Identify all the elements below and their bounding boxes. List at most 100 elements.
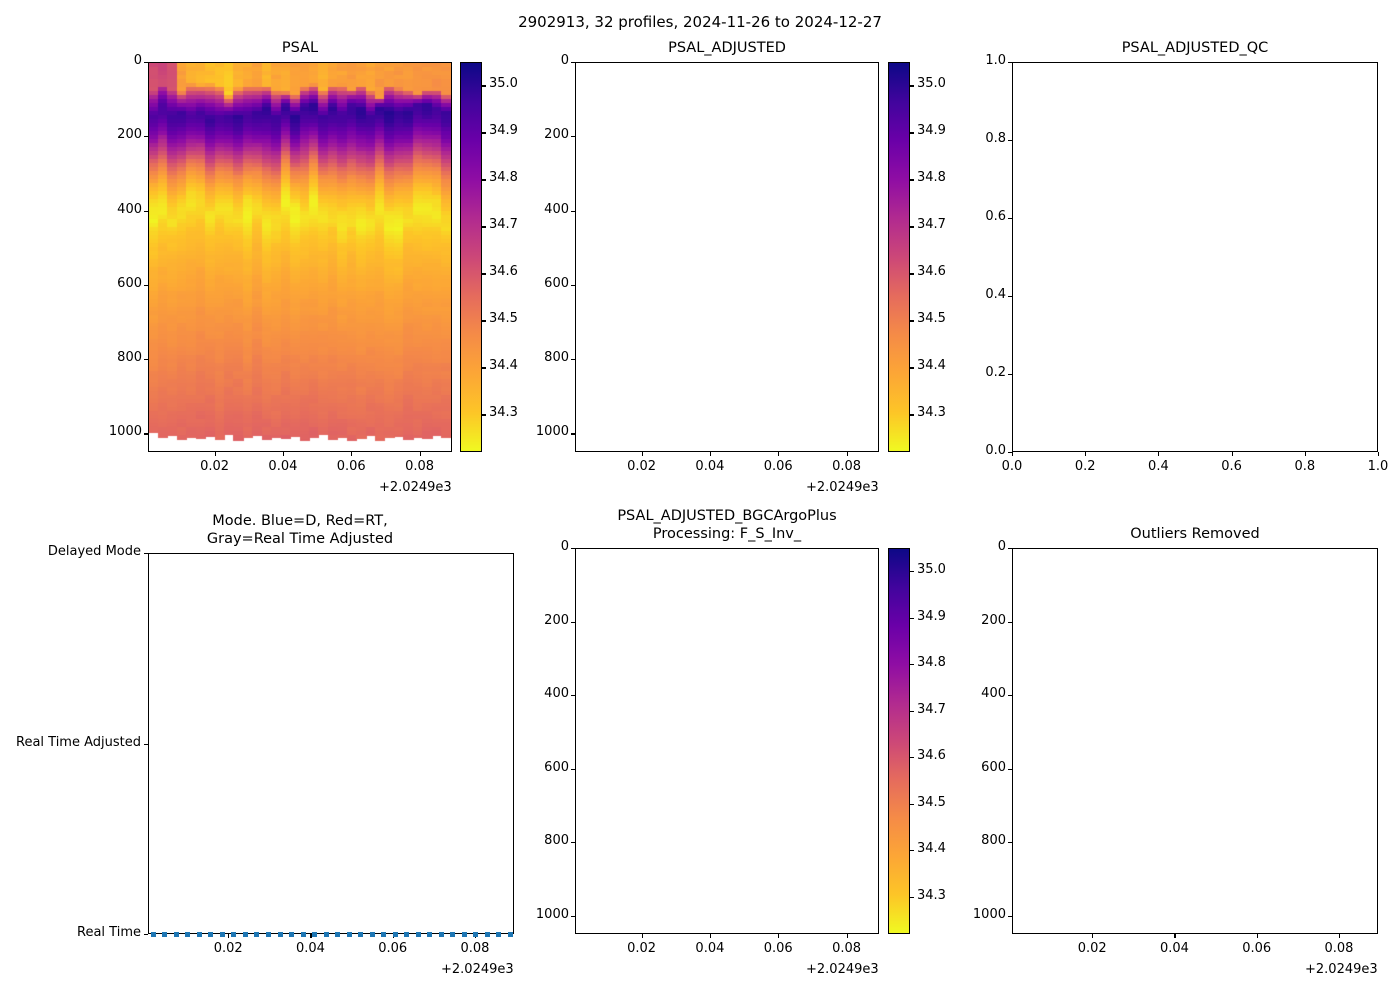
mode-point: [231, 931, 237, 937]
panel-bgcargoplus-axes[interactable]: [575, 548, 879, 934]
psal-xtick-0.04: 0.04: [268, 459, 298, 474]
bgc-ytick-200: 200: [544, 612, 569, 628]
tick-mark: [1008, 62, 1012, 64]
panel-mode-title-line2: Gray=Real Time Adjusted: [206, 531, 394, 547]
tick-mark: [571, 359, 575, 361]
psal-ytick-1000: 1000: [108, 424, 142, 440]
mode-point: [300, 931, 306, 937]
psaladj-x-offset-text: +2.0249e3: [806, 480, 879, 495]
out-xtick-0.04: 0.04: [1159, 941, 1189, 956]
mode-point: [242, 931, 248, 937]
panel-psal-title: PSAL: [281, 40, 319, 56]
tick-mark: [910, 571, 914, 573]
panel-mode-axes[interactable]: [148, 553, 514, 934]
tick-mark: [1338, 934, 1341, 938]
tick-mark: [910, 414, 914, 416]
psal-ytick-400: 400: [117, 201, 142, 217]
tick-mark: [1092, 934, 1094, 938]
tick-mark: [144, 433, 148, 435]
mode-point: [392, 931, 398, 937]
mode-point: [265, 931, 271, 937]
psal-xtick-0.08: 0.08: [405, 459, 435, 474]
psaladj-cbtick-34.8: 34.8: [917, 170, 946, 186]
tick-mark: [910, 367, 914, 369]
bgcargoplus-colorbar-gradient: [889, 549, 909, 933]
panel-psal-axes[interactable]: [148, 62, 452, 452]
psaladj-ytick-600: 600: [544, 275, 569, 291]
psal-ytick-200: 200: [117, 127, 142, 143]
psal-ytick-800: 800: [117, 350, 142, 366]
mode-point: [473, 931, 479, 937]
psal-colorbar[interactable]: [460, 62, 482, 452]
tick-mark: [144, 359, 148, 361]
tick-mark: [482, 414, 486, 416]
tick-mark: [310, 934, 312, 938]
mode-point: [507, 931, 513, 937]
tick-mark: [1008, 621, 1012, 623]
panel-bgcargoplus-title-line1: PSAL_ADJUSTED_BGCArgoPlus: [617, 508, 837, 524]
mode-point: [335, 931, 341, 937]
bgc-cbtick-34.4: 34.4: [917, 841, 946, 857]
bgc-cbtick-34.5: 34.5: [917, 794, 946, 810]
panel-psal-adjusted-qc-axes[interactable]: [1012, 62, 1378, 452]
bgc-cbtick-34.6: 34.6: [917, 748, 946, 764]
bgc-ytick-1000: 1000: [535, 906, 569, 922]
panel-psal-adjusted-title: PSAL_ADJUSTED: [668, 40, 786, 56]
mode-xtick-0.04: 0.04: [295, 941, 325, 956]
out-ytick-200: 200: [981, 612, 1006, 628]
psaladj-cbtick-35.0: 35.0: [917, 76, 946, 92]
mode-point: [277, 931, 283, 937]
mode-ytick-2: Real Time: [77, 925, 141, 940]
psal-ytick-0: 0: [133, 53, 142, 68]
tick-mark: [709, 934, 711, 938]
panel-outliers-removed-title: Outliers Removed: [1130, 526, 1260, 542]
bgc-cbtick-35.0: 35.0: [917, 562, 946, 578]
tick-mark: [144, 136, 148, 138]
psal-ytick-600: 600: [117, 275, 142, 291]
qc-ytick-1.0: 1.0: [985, 53, 1006, 68]
tick-mark: [1008, 842, 1012, 844]
mode-point: [404, 931, 410, 937]
psal-adjusted-colorbar-gradient: [889, 63, 909, 451]
mode-point: [496, 931, 502, 937]
qc-xtick-0.8: 0.8: [1294, 459, 1316, 474]
tick-mark: [482, 320, 486, 322]
mode-point: [312, 931, 318, 937]
tick-mark: [846, 934, 848, 938]
bgc-cbtick-34.3: 34.3: [917, 887, 946, 903]
tick-mark: [482, 85, 486, 87]
out-xtick-0.08: 0.08: [1324, 941, 1354, 956]
bgc-ytick-600: 600: [544, 759, 569, 775]
panel-outliers-removed-axes[interactable]: [1012, 548, 1378, 934]
bgc-cbtick-34.9: 34.9: [917, 608, 946, 624]
tick-mark: [1008, 140, 1012, 142]
psaladj-xtick-0.06: 0.06: [763, 459, 793, 474]
tick-mark: [1231, 452, 1233, 456]
bgc-xtick-0.02: 0.02: [627, 941, 657, 956]
bgcargoplus-colorbar[interactable]: [888, 548, 910, 934]
tick-mark: [1085, 452, 1087, 456]
tick-mark: [282, 452, 284, 456]
psal-heatmap: [149, 63, 451, 451]
tick-mark: [482, 132, 486, 134]
tick-mark: [910, 85, 914, 87]
out-ytick-400: 400: [981, 686, 1006, 702]
bgc-xtick-0.04: 0.04: [695, 941, 725, 956]
psal-cbtick-34.3: 34.3: [489, 405, 518, 421]
panel-psal-adjusted-axes[interactable]: [575, 62, 879, 452]
tick-mark: [351, 452, 353, 456]
tick-mark: [1378, 452, 1380, 456]
tick-mark: [1008, 695, 1012, 697]
psal-cbtick-34.5: 34.5: [489, 311, 518, 327]
tick-mark: [910, 710, 914, 712]
mode-ytick-0: Delayed Mode: [47, 544, 141, 559]
tick-mark: [1008, 218, 1012, 220]
tick-mark: [1008, 768, 1012, 770]
panel-bgcargoplus-title-line2: Processing: F_S_Inv_: [652, 526, 802, 542]
tick-mark: [1008, 374, 1012, 376]
tick-mark: [1008, 452, 1012, 454]
psal-adjusted-colorbar[interactable]: [888, 62, 910, 452]
tick-mark: [571, 284, 575, 286]
tick-mark: [846, 452, 848, 456]
tick-mark: [482, 273, 486, 275]
